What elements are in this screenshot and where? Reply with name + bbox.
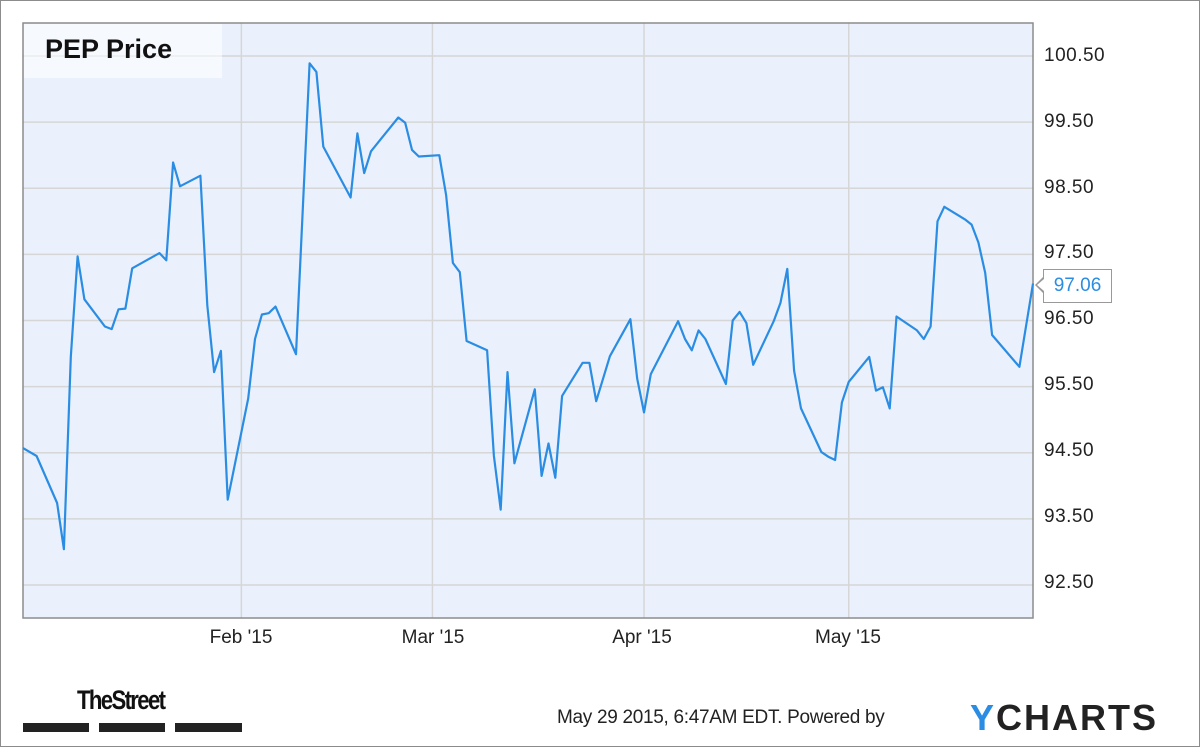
y-tick-label: 94.50 [1044,440,1095,461]
powered-by: Powered by [787,707,885,728]
timestamp: May 29 2015, 6:47AM EDT. [557,707,783,728]
title-box [24,24,222,78]
plot-border [22,22,1034,619]
ycharts-logo[interactable]: YCHARTS [970,697,1158,739]
x-tick-label: Feb '15 [209,627,273,648]
chart-title: PEP Price [45,34,173,64]
y-tick-label: 100.50 [1044,45,1106,66]
y-tick-label: 97.50 [1044,242,1095,263]
thestreet-logo: TheStreet [77,685,166,715]
logo-bar [175,723,242,732]
y-tick-label: 99.50 [1044,111,1095,132]
logo-bar [99,723,165,732]
y-tick-label: 98.50 [1044,177,1095,198]
y-tick-label: 93.50 [1044,506,1095,527]
x-tick-label: Mar '15 [401,627,465,648]
logo-bar [23,723,89,732]
last-value-label: 97.06 [1043,269,1112,303]
x-tick-label: May '15 [815,627,881,648]
y-tick-label: 95.50 [1044,374,1095,395]
last-value-pointer-fill [1037,279,1044,291]
x-tick-label: Apr '15 [612,627,672,648]
y-tick-label: 92.50 [1044,572,1095,593]
y-tick-label: 96.50 [1044,308,1095,329]
footer-text: May 29 2015, 6:47AM EDT. Powered by [557,707,885,729]
price-line [22,62,1035,551]
ycharts-logo-y: Y [970,697,997,738]
ycharts-logo-text: CHARTS [996,697,1159,738]
